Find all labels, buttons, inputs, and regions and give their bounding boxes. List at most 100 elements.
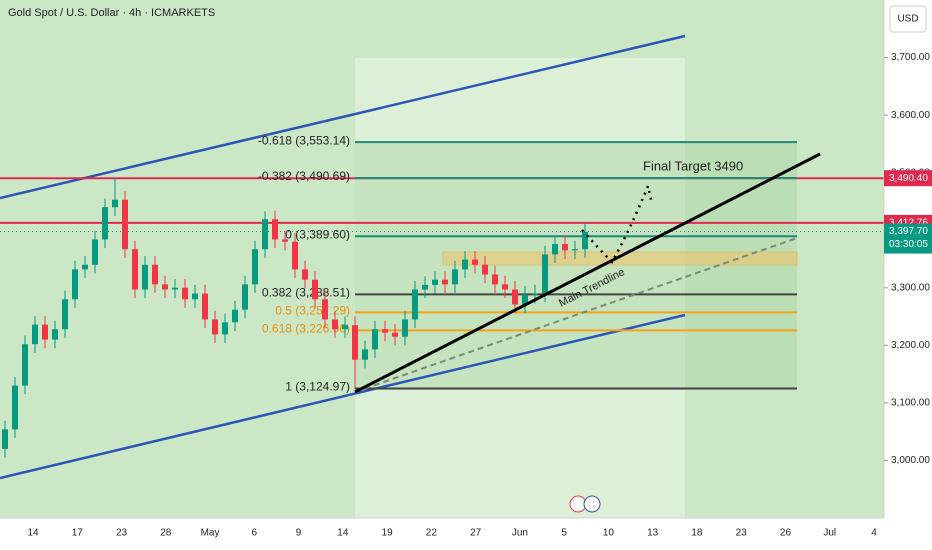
x-tick-label: 27: [470, 528, 482, 539]
candle-body: [172, 287, 178, 290]
level-tag: [884, 170, 932, 187]
fib-label: 1 (3,124.97): [285, 380, 350, 394]
candle-body: [212, 319, 218, 335]
y-tick-label: 3,600.00: [891, 110, 930, 121]
candle-body: [202, 293, 208, 320]
fib-zone: [355, 142, 797, 390]
candle-body: [302, 269, 308, 280]
candle-body: [2, 429, 8, 449]
candle-body: [402, 319, 408, 337]
candle-body: [322, 299, 328, 320]
candle-body: [112, 199, 118, 208]
supply-box: [442, 251, 798, 266]
candle-body: [452, 269, 458, 285]
candle-body: [312, 279, 318, 300]
candle-body: [462, 259, 468, 270]
x-tick-label: 13: [647, 528, 659, 539]
candle-body: [562, 244, 568, 251]
candle-body: [192, 293, 198, 300]
candle-body: [262, 219, 268, 250]
level-tag-label: 3,490.40: [889, 173, 928, 184]
candle-body: [482, 264, 488, 275]
candle-body: [232, 309, 238, 323]
candle-body: [572, 249, 578, 251]
event-icon[interactable]: [583, 495, 601, 513]
candle-body: [382, 329, 388, 333]
level-tag-label: 3,412.76: [889, 218, 928, 229]
candle-body: [362, 349, 368, 360]
candle-body: [392, 332, 398, 337]
candle-body: [532, 293, 538, 295]
y-tick-label: 3,700.00: [891, 52, 930, 63]
candle-body: [22, 344, 28, 386]
candle-body: [92, 239, 98, 265]
countdown-label: 03:30:05: [889, 239, 928, 250]
x-tick-label: 14: [27, 528, 39, 539]
candle-body: [582, 231, 588, 250]
x-tick-label: 10: [603, 528, 615, 539]
x-tick-label: 23: [736, 528, 748, 539]
fib-label: 0.5 (3,257.29): [275, 304, 350, 318]
candle-body: [72, 269, 78, 300]
candle-body: [552, 244, 558, 255]
candle-body: [242, 284, 248, 310]
candle-body: [272, 219, 278, 240]
y-tick-label: 3,000.00: [891, 455, 930, 466]
x-tick-label: 26: [780, 528, 792, 539]
currency-button[interactable]: [889, 5, 927, 33]
candle-body: [102, 207, 108, 240]
channel-upper: [0, 34, 686, 200]
x-tick-label: Jun: [512, 528, 528, 539]
candle-body: [222, 322, 228, 335]
candle-body: [152, 264, 158, 285]
candle-body: [12, 385, 18, 430]
candle-body: [282, 239, 288, 242]
candle-body: [122, 199, 128, 250]
x-tick-label: 4: [871, 528, 877, 539]
candle-body: [512, 289, 518, 305]
x-tick-label: 6: [252, 528, 258, 539]
time-axis: [0, 518, 884, 550]
x-tick-label: 19: [382, 528, 394, 539]
x-tick-label: Jul: [823, 528, 836, 539]
fib-label: -0.618 (3,553.14): [258, 133, 350, 147]
candle-body: [352, 325, 358, 360]
x-tick-label: 17: [72, 528, 84, 539]
x-tick-label: May: [201, 528, 220, 539]
x-tick-label: 5: [561, 528, 567, 539]
candle-body: [472, 259, 478, 265]
candle-body: [412, 289, 418, 320]
candle-body: [502, 284, 508, 290]
chart-title: Gold Spot / U.S. Dollar · 4h · ICMARKETS: [8, 7, 215, 19]
price-axis: [884, 0, 932, 550]
candle-body: [252, 249, 258, 285]
fib-label: -0.382 (3,490.69): [258, 169, 350, 183]
candle-body: [422, 284, 428, 290]
fib-label: 0.382 (3,288.51): [262, 286, 350, 300]
channel-lower: [0, 313, 686, 480]
target-label: Final Target 3490: [643, 158, 743, 173]
candle-body: [492, 274, 498, 285]
x-tick-label: 28: [160, 528, 172, 539]
price-tag: [884, 223, 932, 254]
candle-body: [542, 254, 548, 294]
candle-body: [62, 299, 68, 330]
x-tick-label: 18: [691, 528, 703, 539]
fib-label: 0 (3,389.60): [285, 227, 350, 241]
candle-body: [32, 324, 38, 345]
candle-body: [342, 325, 348, 330]
candle-body: [432, 279, 438, 285]
candle-body: [522, 294, 528, 305]
candle-body: [82, 264, 88, 270]
candle-body: [442, 279, 448, 285]
x-tick-label: 9: [296, 528, 302, 539]
x-tick-label: 14: [337, 528, 349, 539]
x-tick-label: 23: [116, 528, 128, 539]
x-tick-label: 22: [426, 528, 438, 539]
main-trendline: [354, 152, 821, 394]
candle-body: [332, 319, 338, 330]
candle-body: [142, 264, 148, 290]
candle-body: [162, 284, 168, 290]
fib-label: 0.618 (3,226.06): [262, 322, 350, 336]
